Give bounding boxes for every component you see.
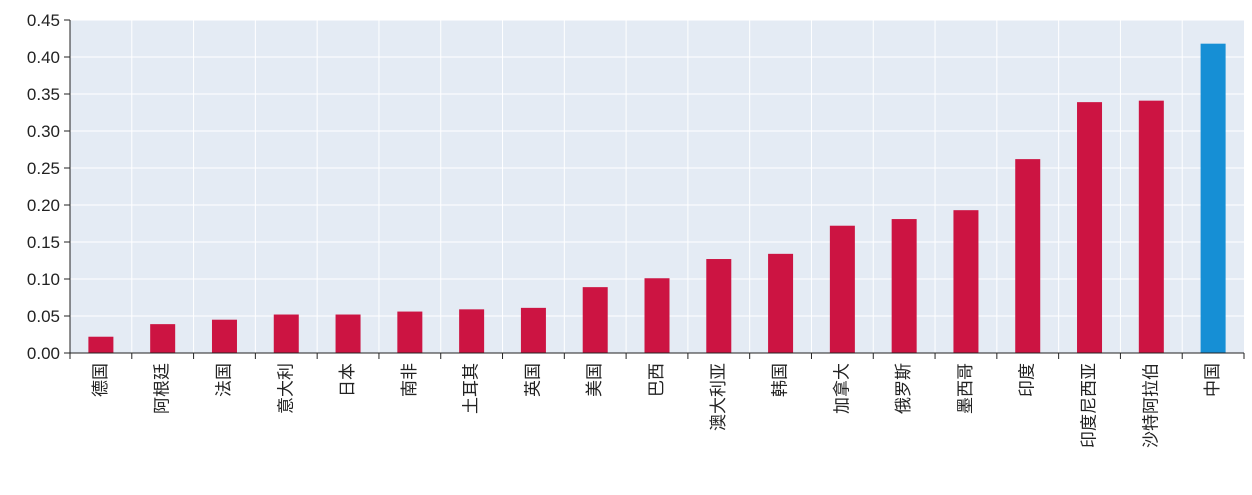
y-tick-label: 0.25 xyxy=(27,159,60,178)
bar xyxy=(1015,159,1041,353)
y-tick-label: 0.35 xyxy=(27,85,60,104)
bar xyxy=(1138,100,1164,353)
bar xyxy=(829,225,855,353)
bar xyxy=(1200,43,1226,354)
x-category-label: 法国 xyxy=(214,363,234,397)
x-category-label: 澳大利亚 xyxy=(709,363,729,431)
x-category-label: 印度 xyxy=(1018,363,1038,397)
x-category-label: 意大利 xyxy=(276,363,296,414)
bar xyxy=(88,336,114,353)
x-category-label: 沙特阿拉伯 xyxy=(1141,363,1161,448)
bar xyxy=(768,253,794,353)
x-category-label: 美国 xyxy=(585,363,605,397)
x-category-labels: 德国 阿根廷 法国 意大利 日本 南非 土耳其 英国 美国 巴西 澳大利亚 韩国 加拿大 俄罗斯 墨西哥 印度… xyxy=(91,363,1223,448)
x-category-label: 日本 xyxy=(338,363,358,397)
x-category-label: 英国 xyxy=(523,363,543,397)
x-category-label: 墨西哥 xyxy=(956,363,976,414)
bars xyxy=(88,43,1226,354)
y-tick-label: 0.10 xyxy=(27,270,60,289)
bar xyxy=(1077,102,1103,353)
y-tick-label: 0.45 xyxy=(27,11,60,30)
bar xyxy=(273,314,299,353)
x-category-label: 印度尼西亚 xyxy=(1080,363,1100,448)
y-tick-label: 0.00 xyxy=(27,344,60,363)
bar xyxy=(644,278,670,353)
bar xyxy=(397,311,423,353)
x-category-label: 加拿大 xyxy=(831,363,852,414)
x-category-label: 土耳其 xyxy=(462,363,482,414)
y-tick-label: 0.15 xyxy=(27,233,60,252)
bar xyxy=(582,287,608,353)
bar xyxy=(891,219,917,353)
axes xyxy=(64,19,1245,359)
bar xyxy=(459,309,485,353)
bar xyxy=(150,324,176,353)
bar xyxy=(706,259,732,353)
y-tick-label: 0.40 xyxy=(27,48,60,67)
x-category-label: 中国 xyxy=(1203,363,1223,397)
x-category-label: 南非 xyxy=(400,363,420,397)
y-tick-label: 0.05 xyxy=(27,307,60,326)
x-category-label: 巴西 xyxy=(647,363,667,397)
bar xyxy=(335,314,361,353)
bar xyxy=(520,307,546,353)
bar xyxy=(211,319,237,353)
y-tick-label: 0.20 xyxy=(27,196,60,215)
y-tick-labels: 0.00 0.05 0.10 0.15 0.20 0.25 0.30 0.35 0.40 0.45 xyxy=(27,11,60,363)
x-category-label: 韩国 xyxy=(771,363,791,397)
x-category-label: 德国 xyxy=(91,363,111,397)
x-category-label: 俄罗斯 xyxy=(894,363,914,414)
x-category-label: 阿根廷 xyxy=(153,363,173,414)
y-tick-label: 0.30 xyxy=(27,122,60,141)
bar xyxy=(953,210,979,353)
